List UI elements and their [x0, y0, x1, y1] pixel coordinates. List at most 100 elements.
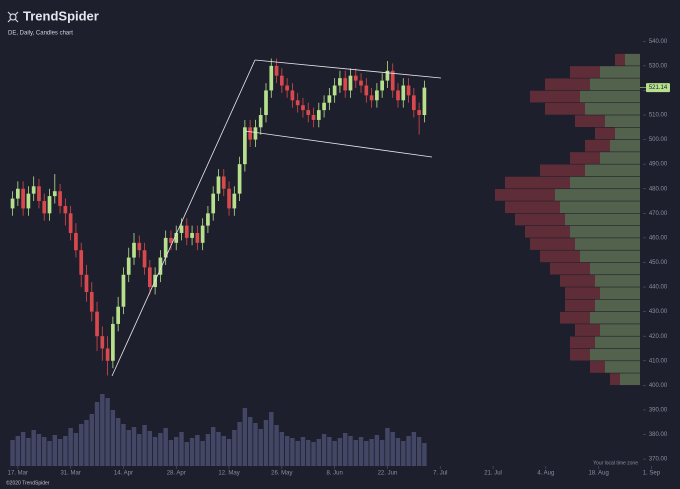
volume-bar	[364, 441, 369, 466]
candle-body	[364, 85, 369, 96]
profile-down	[540, 164, 585, 177]
y-tick-label: 420.00	[649, 334, 668, 340]
profile-up	[570, 176, 640, 189]
volume-bar	[131, 427, 137, 466]
volume-bar	[316, 439, 322, 466]
candle-body	[42, 201, 47, 214]
y-tick-label: 490.00	[649, 162, 668, 168]
y-tick-label: 430.00	[649, 309, 668, 315]
profile-down	[545, 103, 585, 115]
volume-bar	[379, 440, 385, 466]
x-tick-label: 12. May	[218, 471, 239, 477]
candle-body	[248, 127, 253, 140]
y-tick-label: 440.00	[649, 285, 668, 291]
candle-body	[269, 65, 274, 91]
profile-down	[550, 262, 590, 275]
candle-body	[237, 164, 242, 194]
volume-bar	[274, 425, 279, 466]
profile-up	[580, 250, 640, 263]
candle-body	[301, 105, 305, 111]
profile-up	[575, 238, 640, 250]
profile-up	[600, 152, 640, 164]
volume-bar	[311, 442, 316, 466]
x-tick-label: 4. Aug	[537, 471, 554, 477]
volume-bar	[73, 433, 79, 466]
candle-body	[142, 250, 147, 268]
profile-down	[575, 324, 600, 336]
volume-bar	[63, 436, 68, 466]
volume-bar	[110, 410, 116, 466]
profile-up	[585, 164, 640, 177]
volume-bar	[300, 437, 306, 466]
x-tick-label: 21. Jul	[484, 471, 502, 477]
y-tick-label: 450.00	[649, 260, 668, 266]
candle-body	[84, 274, 89, 292]
candle-body	[21, 188, 25, 209]
volume-bar	[295, 441, 300, 466]
candle-body	[375, 90, 379, 101]
candle-body	[206, 213, 210, 226]
volume-bar	[163, 428, 168, 466]
profile-down	[610, 373, 620, 386]
channel-bottom	[244, 130, 433, 158]
volume-bar	[369, 439, 374, 466]
x-tick-label: 26. May	[271, 471, 292, 477]
volume-bar	[269, 412, 274, 466]
volume-bar	[26, 438, 31, 466]
y-tick-label: 390.00	[649, 408, 668, 414]
candle-body	[95, 311, 99, 337]
candle-body	[295, 100, 300, 106]
candle-body	[227, 188, 231, 209]
profile-down	[570, 336, 595, 349]
profile-down	[505, 201, 560, 214]
candle-body	[327, 95, 332, 103]
candle-body	[401, 85, 406, 101]
x-tick-label: 8. Jun	[326, 471, 342, 477]
volume-bar	[416, 437, 422, 466]
profile-up	[595, 275, 640, 287]
candle-body	[274, 65, 279, 76]
y-tick-label: 380.00	[649, 432, 668, 438]
y-tick-label: 410.00	[649, 358, 668, 364]
volume-bar	[200, 441, 205, 466]
y-tick-label: 470.00	[649, 211, 668, 217]
volume-bar	[94, 402, 100, 466]
candle-body	[121, 274, 126, 307]
volume-bar	[158, 433, 163, 466]
profile-down	[570, 66, 600, 78]
y-tick-label: 460.00	[649, 235, 668, 241]
trendlines	[111, 59, 442, 377]
profile-up	[555, 189, 640, 201]
profile-up	[590, 78, 640, 91]
volume-bar	[100, 394, 105, 466]
candle-body	[68, 213, 73, 233]
profile-down	[570, 152, 600, 164]
volume-bar	[105, 398, 110, 466]
volume-bar	[337, 438, 343, 466]
profile-up	[590, 262, 640, 275]
profile-down	[565, 299, 595, 312]
candle-body	[390, 70, 395, 91]
y-tick-label: 370.00	[649, 457, 668, 463]
volume-bar	[147, 431, 153, 466]
volume-bar	[179, 432, 184, 466]
volume-bar	[20, 432, 26, 466]
profile-down	[595, 127, 615, 140]
profile-up	[600, 66, 640, 78]
plot: 370.00 380.00 390.00 400.00 410.00 420.00 430.…	[8, 39, 670, 477]
profile-down	[495, 189, 555, 201]
candle-body	[322, 102, 326, 111]
volume-bar	[195, 435, 200, 466]
y-tick-label: 480.00	[649, 186, 668, 192]
volume-bar	[10, 440, 15, 466]
profile-up	[595, 336, 640, 349]
volume-bar	[221, 436, 226, 466]
volume-bar	[226, 439, 232, 466]
timezone-note: Your local time zone	[593, 460, 638, 466]
volume-bar	[189, 438, 195, 466]
volume-bar	[121, 424, 126, 466]
profile-up	[600, 324, 640, 336]
candle-body	[116, 306, 121, 324]
candle-body	[353, 75, 358, 81]
